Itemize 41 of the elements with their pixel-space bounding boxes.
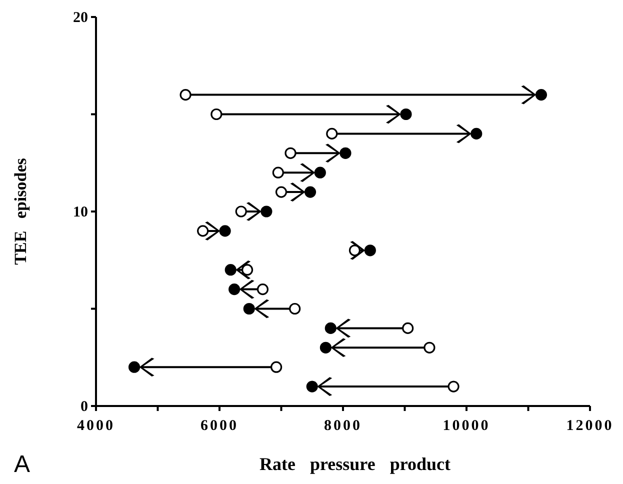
x-tick-label: 8000 bbox=[324, 418, 362, 434]
point bbox=[180, 89, 192, 101]
y-axis-title: TEE episodes bbox=[11, 158, 30, 265]
point bbox=[256, 284, 269, 296]
point bbox=[128, 361, 140, 373]
point bbox=[275, 186, 288, 198]
point bbox=[228, 284, 240, 296]
point bbox=[448, 380, 460, 392]
point bbox=[424, 342, 436, 354]
point bbox=[270, 361, 282, 373]
point bbox=[314, 166, 326, 178]
point bbox=[306, 380, 318, 392]
y-tick-label: 0 bbox=[80, 399, 88, 415]
point bbox=[364, 244, 376, 256]
point bbox=[235, 206, 247, 218]
point bbox=[289, 302, 301, 315]
point bbox=[197, 225, 209, 237]
point bbox=[210, 108, 222, 120]
point bbox=[284, 147, 296, 159]
point bbox=[219, 225, 231, 237]
y-tick-label: 10 bbox=[73, 204, 88, 220]
point bbox=[470, 128, 482, 140]
x-tick-label: 4000 bbox=[77, 418, 115, 434]
point bbox=[340, 147, 352, 159]
x-tick-label: 6000 bbox=[200, 418, 238, 434]
point bbox=[224, 264, 236, 276]
point bbox=[326, 128, 338, 140]
x-tick-label: 10000 bbox=[442, 418, 490, 434]
point bbox=[535, 89, 548, 101]
point bbox=[272, 166, 284, 178]
y-tick-label: 20 bbox=[73, 10, 88, 26]
point bbox=[320, 342, 332, 354]
point bbox=[402, 322, 414, 334]
point bbox=[400, 108, 412, 120]
text: A bbox=[14, 451, 30, 478]
point bbox=[260, 206, 272, 218]
point bbox=[243, 302, 255, 315]
x-tick-label: 12000 bbox=[566, 418, 614, 434]
x-axis-title: Rate pressure product bbox=[260, 454, 451, 474]
point bbox=[304, 186, 316, 198]
point bbox=[324, 322, 336, 334]
